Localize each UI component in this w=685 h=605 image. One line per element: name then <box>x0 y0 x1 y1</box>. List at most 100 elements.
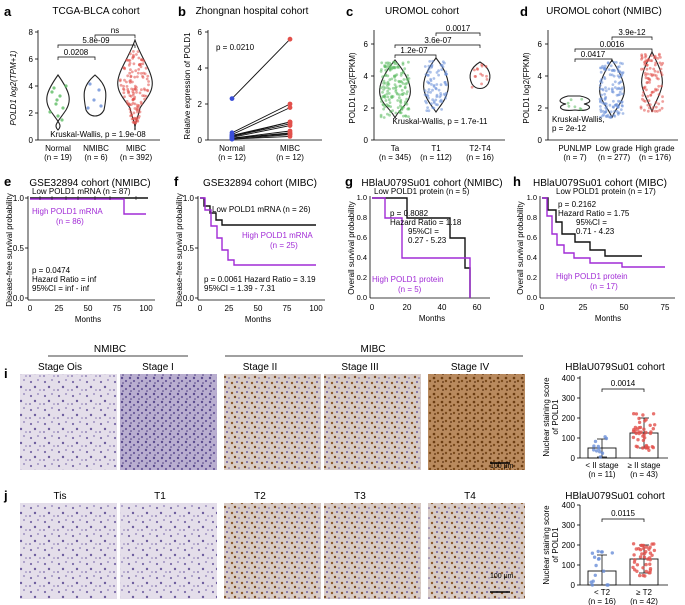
data-point <box>604 110 608 114</box>
data-point <box>648 423 652 427</box>
data-point <box>379 97 383 100</box>
data-point <box>611 68 614 72</box>
data-point <box>648 81 651 84</box>
normal-point <box>229 96 235 101</box>
data-point <box>391 109 394 112</box>
data-point <box>383 64 386 68</box>
data-point <box>641 438 646 443</box>
data-point <box>129 110 133 114</box>
stage-label: Stage II <box>243 362 277 373</box>
data-point <box>635 445 640 449</box>
bar-label: < T2 <box>594 588 611 597</box>
data-point <box>403 86 407 90</box>
data-point <box>384 99 388 102</box>
data-point <box>383 96 387 99</box>
data-point <box>128 59 132 62</box>
chart-i-bars <box>587 412 659 459</box>
data-point <box>402 105 405 109</box>
data-point <box>619 61 622 65</box>
km-low-label: Low POLD1 protein (n = 5) <box>374 187 470 196</box>
data-point <box>640 56 644 60</box>
panel-a-title: TCGA-BLCA cohort <box>52 6 139 17</box>
km-stat: 95%CI = 1.39 - 7.31 <box>204 284 276 293</box>
tick-label: 100 <box>309 304 323 313</box>
data-point <box>381 103 385 107</box>
data-point <box>648 571 652 575</box>
data-point <box>444 93 447 97</box>
panel-g-title: HBlaU079Su01 cohort (NMIBC) <box>361 178 502 189</box>
data-point <box>641 566 645 570</box>
ihc-image-stage-iii <box>324 374 421 470</box>
data-point <box>126 74 130 78</box>
data-point <box>137 68 141 71</box>
panel-e: e GSE32894 cohort (NMIBC) 0.0 0.5 1.0 0 … <box>4 174 155 324</box>
panel-label-b: b <box>178 4 186 19</box>
data-point <box>439 98 443 102</box>
data-point <box>380 61 384 65</box>
data-point <box>634 431 638 436</box>
km-high <box>200 197 316 266</box>
data-point <box>427 64 431 68</box>
panel-f-x-label: Months <box>245 315 271 324</box>
panel-a-y-label: POLD1 log2(TPM+1) <box>9 50 18 125</box>
data-point <box>426 94 430 98</box>
data-point <box>601 114 604 118</box>
stage-label: Stage IV <box>451 362 490 373</box>
tick-label: 200 <box>562 414 576 423</box>
panel-e-ticks: 0.0 0.5 1.0 0 25 50 75 100 <box>13 194 153 313</box>
pair-line <box>231 103 291 134</box>
data-point <box>637 416 641 421</box>
data-point <box>387 98 391 102</box>
chart-i-y-ticks: 0 100 200 300 400 <box>562 374 580 463</box>
data-point <box>425 109 429 112</box>
data-point <box>387 104 391 108</box>
data-point <box>631 542 636 546</box>
km-low <box>372 197 471 298</box>
data-point <box>133 84 137 88</box>
data-point <box>429 91 432 94</box>
significance-bracket <box>601 518 645 522</box>
mibc-point <box>287 101 293 107</box>
tick-label: 20 <box>403 303 412 312</box>
scale-label: 100 μm <box>490 573 514 580</box>
pair-line <box>231 125 291 138</box>
p-value: 3.6e-07 <box>424 36 452 45</box>
chart-i-y-label: Nuclear staining scoreof POLD1 <box>542 377 560 457</box>
data-point <box>602 75 606 79</box>
panel-e-x-label: Months <box>75 315 101 324</box>
tick-label: 0.8 <box>357 213 367 222</box>
data-point <box>642 433 646 437</box>
data-point <box>650 59 654 63</box>
data-point <box>137 116 140 120</box>
data-point <box>140 58 143 62</box>
tick-label: 300 <box>562 394 576 403</box>
data-point <box>660 73 664 77</box>
data-point <box>643 60 646 64</box>
panel-d-y-ticks: 0 2 4 6 <box>538 40 548 145</box>
data-point <box>397 96 401 100</box>
data-point <box>617 75 621 79</box>
tick-label: 1.0 <box>183 194 195 203</box>
data-point <box>580 97 584 101</box>
data-point <box>470 85 474 89</box>
data-point <box>609 115 613 119</box>
violin-normal <box>46 74 70 131</box>
group-n: (n = 7) <box>563 153 587 162</box>
data-point <box>603 435 607 439</box>
data-point <box>639 543 643 548</box>
chart-j-title: HBlaU079Su01 cohort <box>565 491 665 502</box>
data-point <box>620 104 624 107</box>
data-point <box>431 88 434 92</box>
data-point <box>590 551 595 555</box>
group-label: Ta <box>391 144 400 153</box>
data-point <box>621 71 624 75</box>
data-point <box>590 583 595 587</box>
data-point <box>138 91 142 95</box>
tick-label: 25 <box>55 304 64 313</box>
data-point <box>648 558 652 562</box>
data-point <box>598 97 602 101</box>
data-point <box>636 547 641 551</box>
data-point <box>592 555 597 559</box>
data-point <box>632 553 636 557</box>
ihc-image-tis <box>20 503 117 599</box>
